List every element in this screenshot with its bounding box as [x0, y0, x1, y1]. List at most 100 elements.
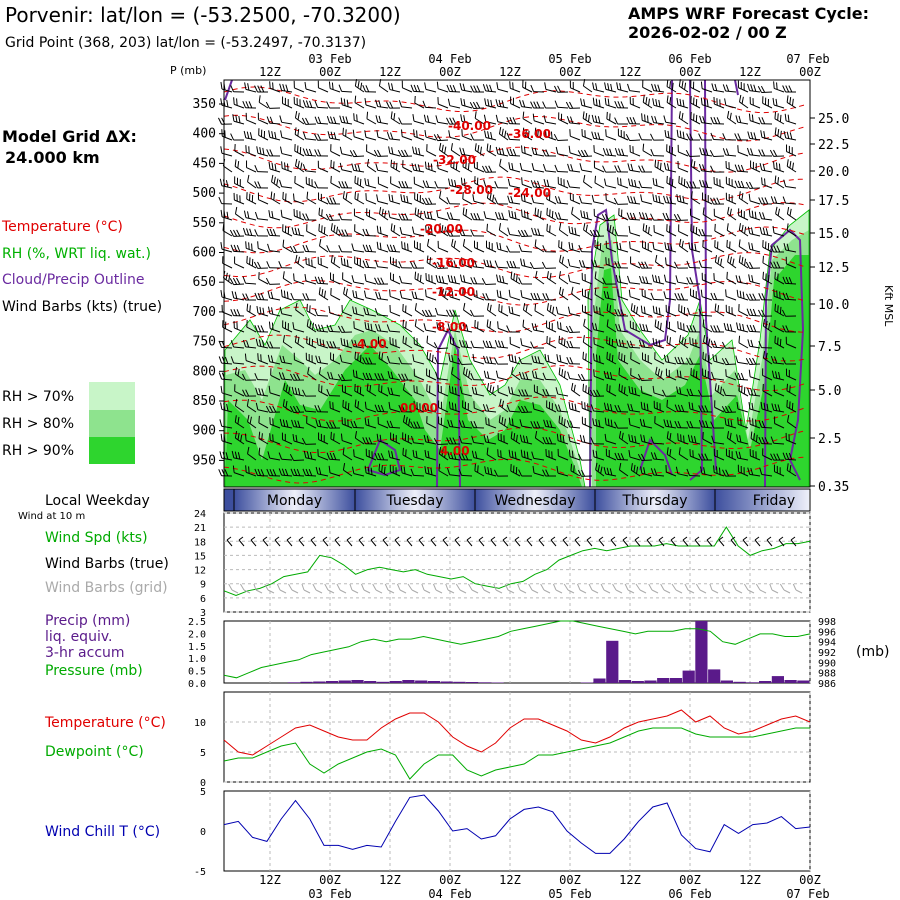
wind-barb [571, 382, 581, 397]
wind-barb-shaft [654, 326, 665, 333]
wind-barb-shaft [641, 171, 653, 173]
wind-barb-shaft [354, 102, 365, 109]
wind-barb [471, 259, 485, 269]
wind-barb-flag [454, 179, 457, 188]
wind-barb-flag [641, 212, 646, 220]
wind-barb-flag [390, 159, 393, 167]
wind-barb-flag [246, 320, 248, 328]
wind-barb-flag [486, 143, 489, 151]
wind-barb-flag [569, 192, 571, 200]
wind-barb-flag [270, 368, 272, 376]
wind-barb [558, 112, 569, 125]
wind-barb-flag [678, 224, 680, 232]
wind-barb-flag [232, 277, 238, 285]
wind-barb [614, 165, 629, 173]
wind-barb [413, 368, 425, 381]
wind-barb-flag [674, 261, 679, 269]
wind-barb-flag [218, 196, 223, 204]
wind-barb-shaft [317, 187, 329, 189]
wind-barb [605, 193, 617, 205]
wind-barb-flag [642, 80, 644, 88]
wind-barb [746, 293, 761, 301]
wind-barb-flag [482, 340, 487, 348]
wind-barb-flag [710, 325, 715, 333]
wind-barb-shaft [509, 154, 521, 157]
wind-barb-flag [714, 303, 717, 311]
wind-barb [330, 288, 341, 301]
wind-barb-flag [257, 181, 262, 189]
wind-barb-flag [433, 261, 439, 269]
rh80-swatch [89, 410, 135, 437]
wind-barb [362, 372, 377, 381]
wind-barb [722, 84, 737, 93]
temperature-contour [223, 396, 807, 422]
wind-barb-flag [587, 386, 590, 394]
wind-barb [413, 385, 425, 397]
wind-barb-flag [698, 133, 703, 141]
wind-barb-shaft [557, 218, 569, 221]
wind-barb-flag [450, 259, 454, 267]
wind-barb-flag [268, 321, 271, 329]
wind-barb-shaft [389, 362, 401, 365]
wind-barb [558, 222, 569, 237]
wind-barb-flag [677, 144, 679, 152]
wind-barb-flag [545, 149, 550, 157]
wind-barb [280, 130, 293, 141]
wind-barb-shaft [295, 165, 305, 173]
wind-barb-flag [439, 322, 442, 331]
wind-barb-flag [753, 132, 757, 140]
wind-barb-shaft [233, 250, 245, 253]
wind-barb-shaft [437, 314, 449, 317]
wind-barb-flag [386, 324, 391, 332]
wind-barb-shaft [665, 361, 677, 365]
wind-barb [400, 194, 413, 205]
wind-barb-flag [219, 451, 223, 459]
wind-barb [338, 212, 353, 221]
wind-barb-shaft [690, 215, 701, 221]
wind-barb-flag [221, 129, 223, 137]
wind-barb [426, 351, 437, 365]
wind-barb-shaft [463, 373, 473, 381]
wind-barb-flag [663, 115, 667, 123]
wind-barb-flag [447, 98, 451, 106]
wind-barb-flag [589, 389, 595, 397]
wind-barb-shaft [727, 213, 737, 221]
wind-barb-shaft [497, 248, 509, 253]
wind-barb [318, 384, 329, 397]
wind-barb-flag [307, 366, 310, 374]
wind-barb-shaft [497, 153, 509, 157]
wind-barb [690, 224, 701, 237]
wind-barb-shaft [294, 359, 305, 365]
wind-barb [375, 163, 389, 173]
wind-barb-shaft [545, 170, 557, 173]
wind-barb-shaft [535, 277, 545, 285]
wind-barb-shaft [725, 154, 737, 157]
wind-barb-flag [686, 133, 691, 141]
wind-barb [678, 304, 689, 317]
wind-barb-flag [583, 318, 586, 326]
wind-barb-shaft [677, 219, 689, 222]
wind-barb-flag [702, 147, 706, 156]
wind-barb [364, 274, 377, 285]
wind-barb-shaft [665, 248, 677, 253]
wind-barb-flag [495, 114, 499, 122]
wind-barb-flag [245, 145, 247, 153]
wind-barb [497, 385, 509, 397]
wind-barb [474, 176, 485, 189]
wind-barb [567, 274, 581, 285]
wind-barb-shaft [497, 346, 509, 349]
wind-barb-shaft [246, 167, 257, 173]
wind-barb [642, 223, 653, 237]
wind-barb-flag [474, 111, 477, 119]
wind-barb-flag [725, 160, 727, 169]
wind-barb [243, 210, 257, 221]
wind-barb-flag [593, 389, 598, 397]
wind-barb-shaft [545, 360, 557, 365]
wind-barb-flag [627, 83, 631, 91]
wind-barb-flag [317, 116, 322, 124]
wind-barb-flag [366, 159, 370, 167]
wind-barb [352, 369, 365, 381]
wind-barb-shaft [523, 309, 533, 317]
wind-barb-shaft [738, 310, 749, 317]
wind-barb-flag [618, 351, 620, 360]
